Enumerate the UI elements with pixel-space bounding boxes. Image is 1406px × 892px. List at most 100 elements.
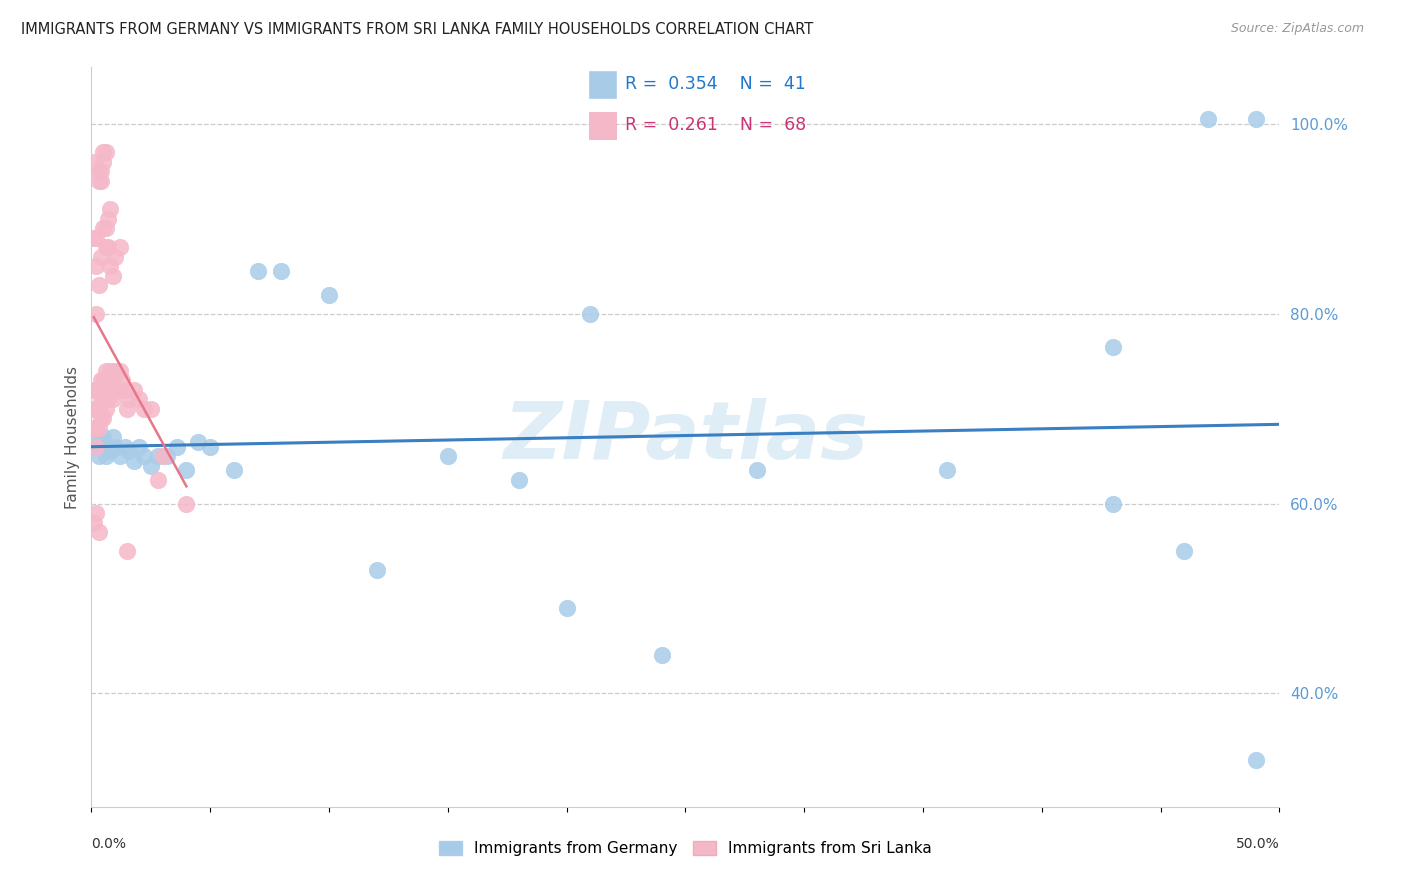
- Point: [100, 364, 122, 378]
- Point: [97, 373, 120, 387]
- Point: [84, 307, 107, 321]
- Legend: Immigrants from Germany, Immigrants from Sri Lanka: Immigrants from Germany, Immigrants from…: [433, 835, 938, 863]
- Point: [91, 373, 114, 387]
- Point: [91, 430, 114, 444]
- Y-axis label: Family Households: Family Households: [65, 366, 80, 508]
- Point: [97, 240, 120, 254]
- Bar: [589, 112, 616, 139]
- Point: [84, 401, 107, 416]
- Point: [91, 154, 114, 169]
- Point: [115, 544, 138, 558]
- Point: [94, 364, 117, 378]
- Point: [128, 440, 150, 454]
- Point: [97, 211, 120, 226]
- Point: [508, 473, 530, 487]
- Point: [114, 383, 136, 397]
- Point: [132, 401, 155, 416]
- Point: [94, 221, 117, 235]
- Point: [90, 250, 112, 264]
- Point: [91, 145, 114, 160]
- Point: [94, 240, 117, 254]
- Point: [176, 463, 198, 477]
- Point: [222, 463, 245, 477]
- Point: [200, 440, 222, 454]
- Point: [84, 440, 107, 454]
- Point: [87, 401, 110, 416]
- Point: [87, 524, 110, 539]
- Point: [108, 449, 131, 463]
- Point: [100, 259, 122, 273]
- Point: [101, 430, 124, 444]
- Point: [318, 287, 340, 301]
- Point: [1102, 496, 1125, 510]
- Point: [91, 392, 114, 406]
- Point: [87, 383, 110, 397]
- Point: [91, 411, 114, 425]
- Point: [84, 383, 107, 397]
- Point: [87, 449, 110, 463]
- Point: [97, 440, 120, 454]
- Point: [87, 278, 110, 293]
- Point: [146, 473, 169, 487]
- Point: [176, 496, 198, 510]
- Point: [156, 449, 179, 463]
- Point: [114, 440, 136, 454]
- Point: [90, 174, 112, 188]
- Text: ZIPatlas: ZIPatlas: [503, 398, 868, 476]
- Text: 50.0%: 50.0%: [1236, 837, 1279, 851]
- Point: [94, 383, 117, 397]
- Point: [555, 601, 578, 615]
- Point: [139, 458, 162, 473]
- Point: [1102, 340, 1125, 354]
- Point: [115, 401, 138, 416]
- Point: [270, 264, 292, 278]
- Text: Source: ZipAtlas.com: Source: ZipAtlas.com: [1230, 22, 1364, 36]
- Point: [84, 231, 107, 245]
- Point: [104, 383, 127, 397]
- Point: [94, 449, 117, 463]
- Point: [84, 420, 107, 434]
- Point: [84, 259, 107, 273]
- Point: [118, 444, 141, 458]
- Point: [111, 373, 134, 387]
- Point: [122, 454, 145, 468]
- Point: [146, 449, 169, 463]
- Point: [84, 506, 107, 520]
- Point: [651, 648, 673, 663]
- Point: [90, 434, 112, 449]
- Point: [83, 516, 105, 530]
- Point: [83, 420, 105, 434]
- Point: [101, 392, 124, 406]
- Point: [366, 563, 388, 577]
- Point: [90, 411, 112, 425]
- Point: [101, 373, 124, 387]
- Point: [84, 440, 107, 454]
- Text: 0.0%: 0.0%: [91, 837, 127, 851]
- Point: [187, 434, 209, 449]
- Point: [128, 392, 150, 406]
- Point: [152, 449, 174, 463]
- Point: [246, 264, 269, 278]
- Point: [83, 154, 105, 169]
- Point: [436, 449, 458, 463]
- Point: [935, 463, 957, 477]
- Point: [100, 202, 122, 217]
- Point: [104, 250, 127, 264]
- Text: R =  0.354    N =  41: R = 0.354 N = 41: [624, 76, 806, 94]
- Point: [83, 401, 105, 416]
- Point: [132, 449, 155, 463]
- Point: [90, 164, 112, 178]
- Text: IMMIGRANTS FROM GERMANY VS IMMIGRANTS FROM SRI LANKA FAMILY HOUSEHOLDS CORRELATI: IMMIGRANTS FROM GERMANY VS IMMIGRANTS FR…: [21, 22, 813, 37]
- Point: [104, 440, 127, 454]
- Point: [83, 425, 105, 440]
- Point: [579, 307, 602, 321]
- Point: [122, 383, 145, 397]
- Point: [87, 420, 110, 434]
- Point: [83, 383, 105, 397]
- Point: [91, 221, 114, 235]
- Point: [108, 364, 131, 378]
- Point: [104, 364, 127, 378]
- Point: [1244, 753, 1267, 767]
- Point: [87, 164, 110, 178]
- Bar: [589, 71, 616, 98]
